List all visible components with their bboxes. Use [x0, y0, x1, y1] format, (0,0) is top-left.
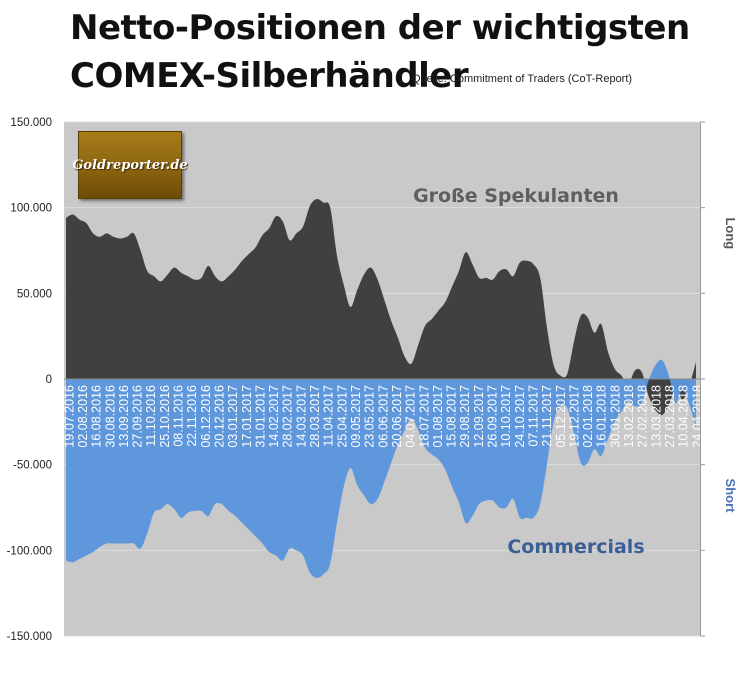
- x-tick-label: 31.01.2017: [253, 385, 267, 448]
- x-tick-label: 22.11.2016: [185, 385, 199, 447]
- x-tick-label: 28.02.2017: [281, 385, 295, 448]
- x-tick-label: 10.04.2018: [677, 385, 691, 448]
- x-tick-label: 27.09.2016: [131, 385, 145, 448]
- x-tick-label: 15.08.2017: [445, 385, 459, 448]
- x-tick-label: 09.05.2017: [349, 385, 363, 448]
- x-tick-label: 12.09.2017: [472, 385, 486, 448]
- x-tick-label: 16.01.2018: [595, 385, 609, 448]
- x-tick-label: 20.06.2017: [390, 385, 404, 448]
- x-tick-label: 28.03.2017: [308, 385, 322, 448]
- y-tick-label: -50.000: [13, 460, 52, 472]
- right-label-short: Short: [723, 479, 738, 514]
- x-tick-label: 02.08.2016: [76, 385, 90, 448]
- x-tick-label: 23.05.2017: [363, 385, 377, 448]
- x-tick-label: 30.08.2016: [103, 385, 117, 448]
- y-tick-label: 150.000: [10, 117, 52, 129]
- chart-title-line-1: Netto-Positionen der wichtigsten: [70, 8, 690, 48]
- x-tick-label: 13.09.2016: [117, 385, 131, 448]
- x-tick-label: 30.01.2018: [608, 385, 622, 448]
- goldreporter-logo: Goldreporter.de: [72, 131, 188, 199]
- series-area-grosse-spekulanten: [66, 199, 696, 416]
- x-tick-label: 29.08.2017: [458, 385, 472, 448]
- x-tick-label: 17.01.2017: [240, 385, 254, 448]
- x-tick-label: 13.03.2018: [649, 385, 663, 448]
- x-tick-label: 04.07.2017: [404, 385, 418, 448]
- x-tick-label: 11.04.2017: [322, 385, 336, 447]
- x-tick-label: 10.10.2017: [499, 385, 513, 448]
- x-tick-label: 07.11.2017: [526, 385, 540, 447]
- x-tick-label: 19.12.2017: [567, 385, 581, 448]
- x-tick-label: 20.12.2016: [212, 385, 226, 448]
- x-tick-label: 19.07.2016: [62, 385, 76, 448]
- x-tick-label: 21.11.2017: [540, 385, 554, 447]
- x-tick-label: 24.04.2018: [690, 385, 704, 448]
- y-tick-label: 100.000: [10, 203, 52, 215]
- y-tick-label: 0: [46, 374, 52, 386]
- x-tick-label: 06.12.2016: [199, 385, 213, 448]
- right-label-long: Long: [723, 217, 738, 249]
- x-tick-label: 26.09.2017: [486, 385, 500, 448]
- y-tick-label: -150.000: [7, 631, 52, 643]
- series-area-commercials: [66, 359, 696, 578]
- x-axis-date-labels: 19.07.2016 02.08.2016 16.08.2016 30.08.2016…: [62, 385, 704, 448]
- x-tick-label: 14.03.2017: [294, 385, 308, 448]
- x-tick-label: 14.02.2017: [267, 385, 281, 448]
- x-tick-label: 03.01.2017: [226, 385, 240, 448]
- x-tick-label: 02.01.2018: [581, 385, 595, 448]
- x-tick-label: 24.10.2017: [513, 385, 527, 448]
- x-tick-label: 27.02.2018: [636, 385, 650, 448]
- annotation-grosse-spekulanten: Große Spekulanten: [413, 185, 619, 207]
- x-tick-label: 06.06.2017: [376, 385, 390, 448]
- logo-text: Goldreporter.de: [72, 157, 188, 173]
- y-axis: 150.000 100.000 50.000 0 -50.000 -100.000 -150…: [7, 117, 700, 643]
- x-tick-label: 18.07.2017: [417, 385, 431, 448]
- y-tick-label: -100.000: [7, 545, 52, 557]
- x-tick-label: 01.08.2017: [431, 385, 445, 448]
- x-tick-label: 16.08.2016: [90, 385, 104, 448]
- x-tick-label: 27.03.2018: [663, 385, 677, 448]
- right-axis: Long Short: [700, 121, 738, 637]
- chart-title-line-2: COMEX-Silberhändler: [70, 56, 469, 96]
- x-tick-label: 05.12.2017: [554, 385, 568, 448]
- x-tick-label: 13.02.2018: [622, 385, 636, 448]
- x-tick-label: 25.10.2016: [158, 385, 172, 448]
- x-tick-label: 25.04.2017: [335, 385, 349, 448]
- annotation-commercials: Commercials: [507, 536, 644, 558]
- y-tick-label: 50.000: [17, 288, 52, 300]
- source-note: Quelle: Commitment of Traders (CoT-Repor…: [412, 73, 633, 85]
- x-tick-label: 11.10.2016: [144, 385, 158, 447]
- x-tick-label: 08.11.2016: [172, 385, 186, 447]
